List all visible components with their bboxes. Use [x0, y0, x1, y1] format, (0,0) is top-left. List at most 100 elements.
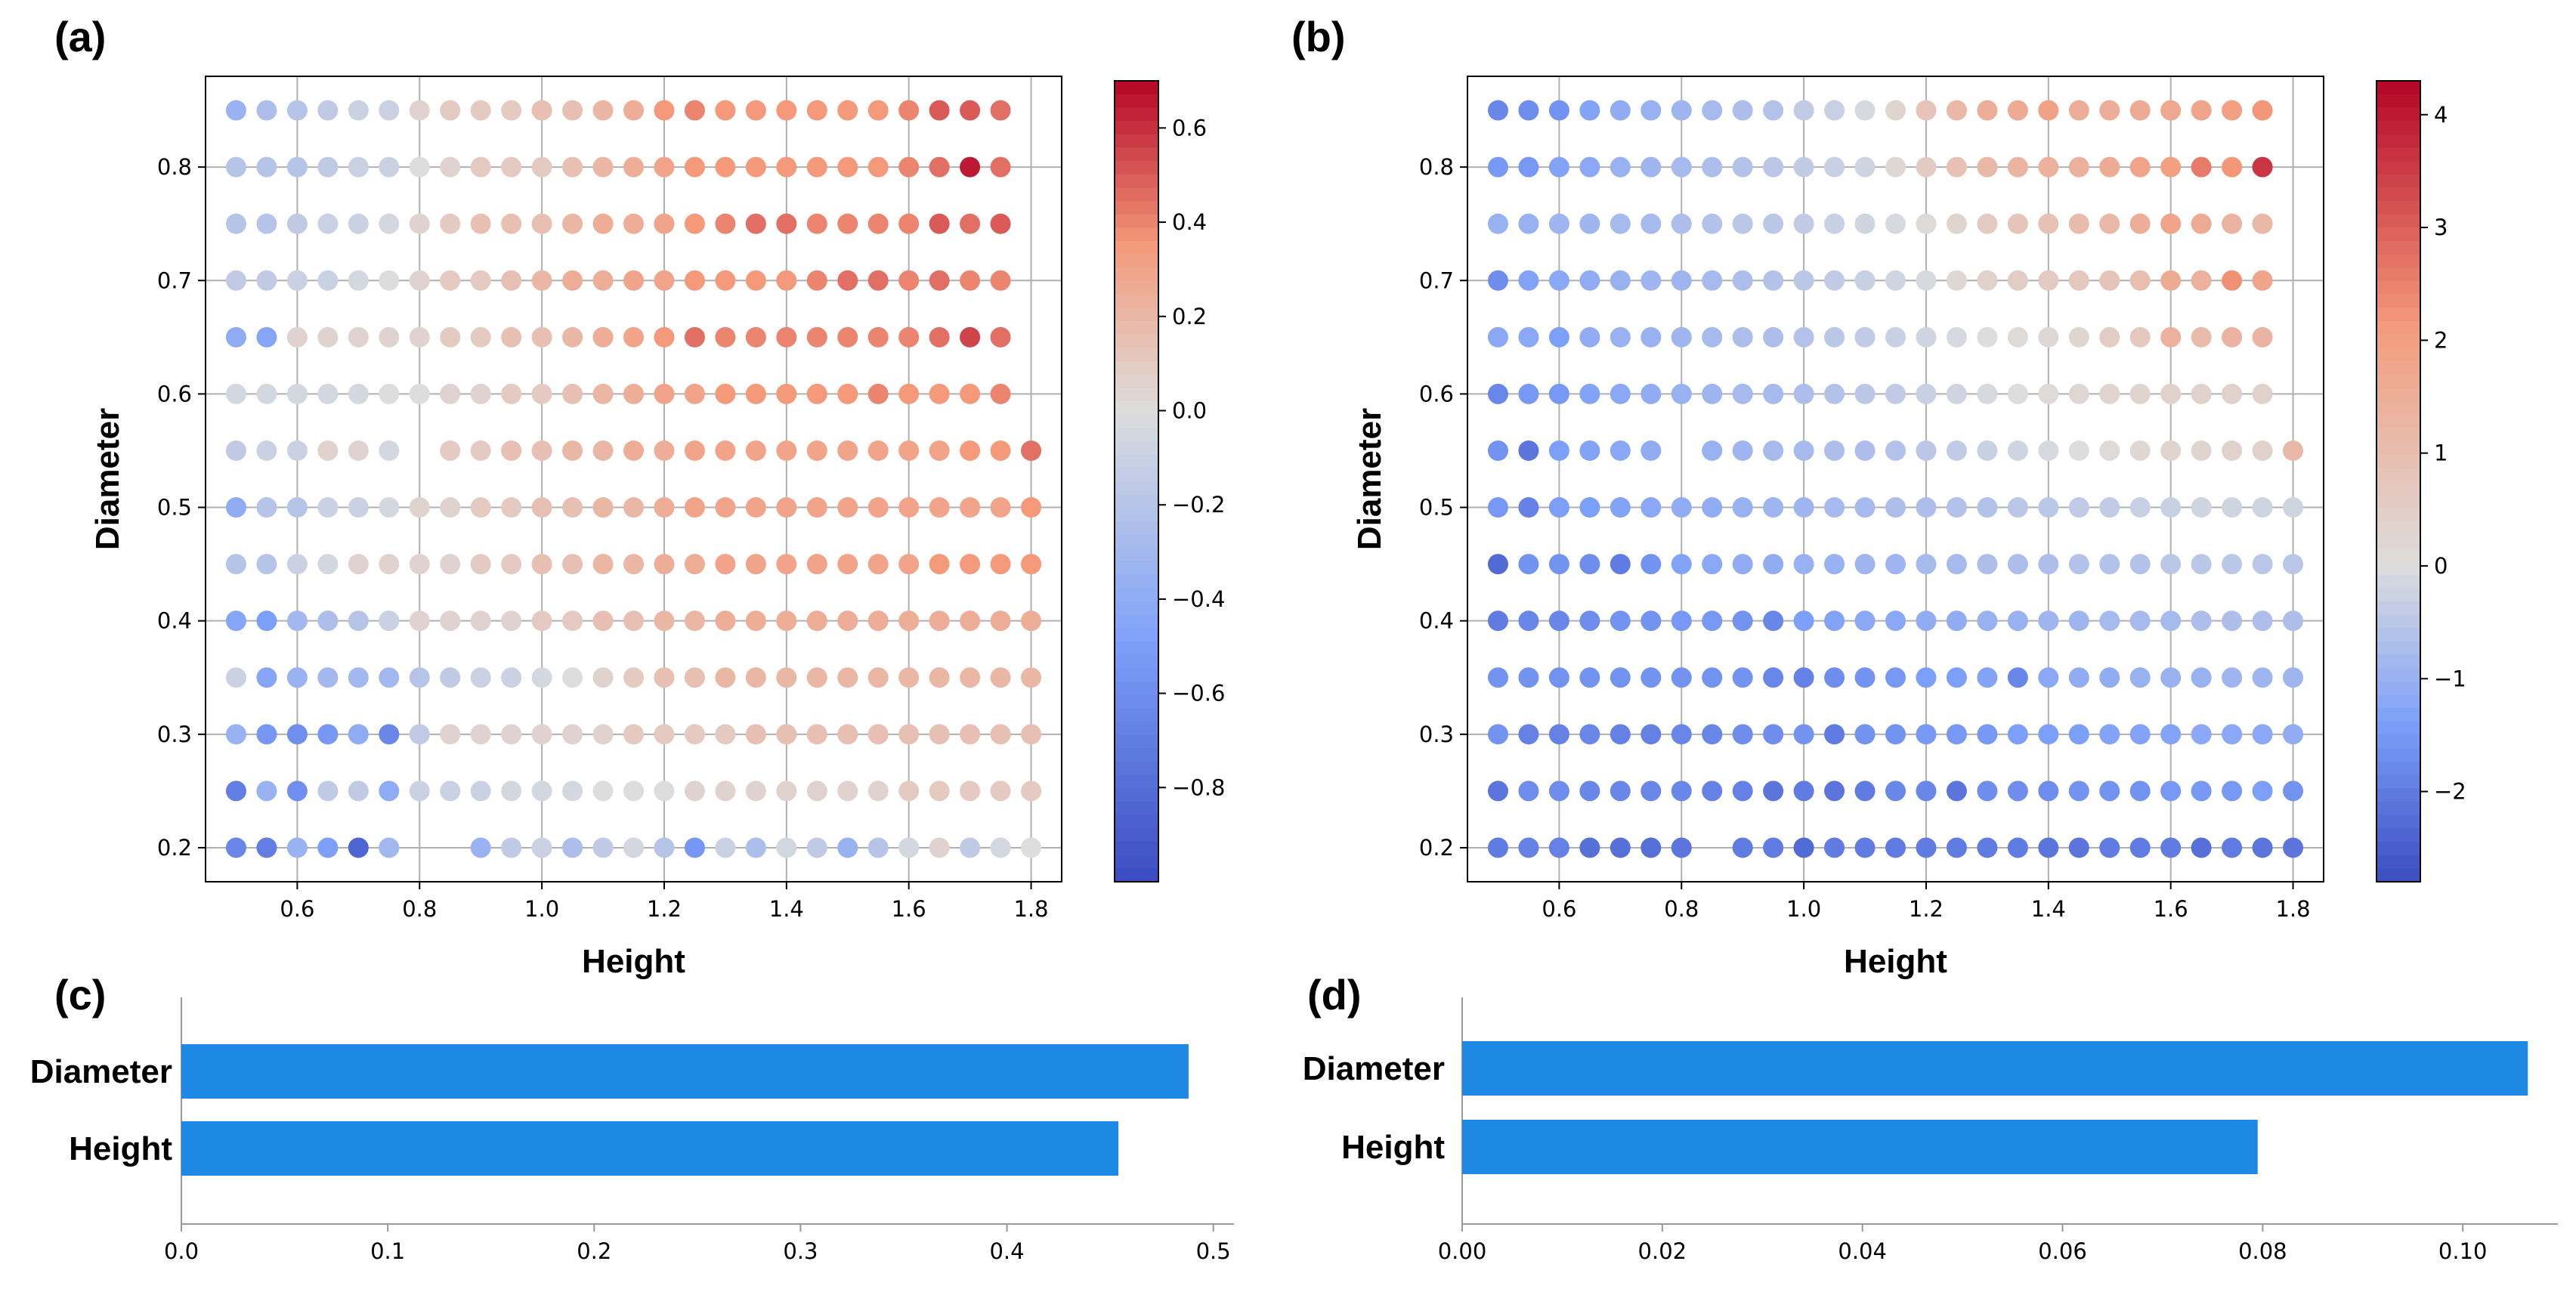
colorbar-segment — [2377, 147, 2420, 162]
colorbar-segment — [1115, 414, 1158, 429]
data-point — [1885, 440, 1906, 461]
data-point — [2222, 610, 2243, 632]
data-point — [654, 213, 675, 234]
data-point — [2283, 554, 2304, 575]
data-point — [654, 724, 675, 745]
data-point — [867, 781, 889, 802]
data-point — [531, 100, 552, 121]
data-point — [623, 554, 644, 575]
data-point — [1518, 383, 1539, 404]
data-point — [317, 383, 339, 404]
data-point — [776, 326, 797, 348]
data-point — [2007, 837, 2028, 858]
bar-x-tick-label: 0.4 — [989, 1238, 1024, 1264]
data-point — [1487, 440, 1508, 461]
data-point — [1610, 610, 1631, 632]
data-point — [1641, 270, 1662, 291]
data-point — [592, 724, 614, 745]
data-point — [929, 213, 950, 234]
data-point — [225, 326, 246, 348]
ticks-a: 0.6 0.8 1.0 1.2 1.4 1.6 1.8 0.2 0.3 0.4 0.5 0.6 0.7 0… — [157, 154, 1049, 922]
data-point — [684, 383, 705, 404]
colorbar-segment — [1115, 81, 1158, 95]
colorbar-segment — [1115, 481, 1158, 496]
data-point — [2007, 667, 2028, 688]
data-point — [1579, 497, 1600, 518]
data-point — [1763, 610, 1784, 632]
data-point — [379, 610, 400, 632]
data-point — [348, 213, 369, 234]
data-point — [225, 213, 246, 234]
y-tick-label: 0.3 — [1419, 722, 1454, 747]
data-point — [2160, 554, 2182, 575]
data-point — [2007, 497, 2028, 518]
data-point — [1793, 100, 1814, 121]
data-point — [837, 270, 858, 291]
data-point — [867, 383, 889, 404]
data-point — [898, 837, 920, 858]
data-point — [1824, 100, 1845, 121]
bar-chart-c: Diameter Height 0.0 0.1 0.2 0.3 0.4 0.5 — [30, 997, 1234, 1264]
data-point — [1885, 326, 1906, 348]
data-point — [1548, 213, 1569, 234]
data-point — [837, 667, 858, 688]
data-point — [1793, 610, 1814, 632]
data-point — [317, 326, 339, 348]
colorbar-segment — [1115, 401, 1158, 416]
colorbar-segment — [1115, 441, 1158, 456]
colorbar-frame — [1114, 80, 1159, 883]
data-point — [2222, 383, 2243, 404]
data-point — [348, 724, 369, 745]
colorbar-segment — [2377, 855, 2420, 870]
data-point — [2160, 440, 2182, 461]
data-point — [440, 440, 461, 461]
data-point — [379, 667, 400, 688]
data-point — [1487, 724, 1508, 745]
colorbar-segment — [1115, 241, 1158, 255]
colorbar-segment — [1115, 294, 1158, 309]
data-point — [745, 554, 766, 575]
bar-x-tick-label: 0.10 — [2438, 1238, 2488, 1264]
bar-x-tick-label: 0.04 — [1838, 1238, 1887, 1264]
colorbar-tick-label: 0.4 — [1172, 209, 1207, 235]
y-tick-label: 0.8 — [1419, 154, 1454, 180]
data-point — [1641, 213, 1662, 234]
data-point — [2068, 383, 2089, 404]
colorbar-segment — [1115, 762, 1158, 776]
data-point — [898, 724, 920, 745]
data-point — [1641, 383, 1662, 404]
data-point — [1854, 100, 1876, 121]
colorbar-segment — [1115, 654, 1158, 669]
data-point — [806, 100, 827, 121]
data-point — [1793, 440, 1814, 461]
data-point — [837, 440, 858, 461]
data-point — [1518, 156, 1539, 178]
data-point — [776, 554, 797, 575]
colorbar-segment — [2377, 321, 2420, 335]
data-point — [2160, 724, 2182, 745]
data-point — [531, 610, 552, 632]
data-point — [2222, 724, 2243, 745]
data-point — [684, 837, 705, 858]
data-point — [684, 781, 705, 802]
data-point — [1518, 724, 1539, 745]
data-point — [929, 610, 950, 632]
data-point — [592, 156, 614, 178]
colorbar-segment — [1115, 361, 1158, 376]
data-point — [2222, 440, 2243, 461]
data-point — [2160, 326, 2182, 348]
data-point — [990, 440, 1011, 461]
data-point — [1854, 383, 1876, 404]
data-point — [776, 667, 797, 688]
data-point — [1641, 440, 1662, 461]
data-point — [531, 326, 552, 348]
data-point — [2129, 326, 2151, 348]
data-point — [837, 213, 858, 234]
bar-x-tick-label: 0.00 — [1438, 1238, 1487, 1264]
data-point — [745, 610, 766, 632]
data-point — [654, 270, 675, 291]
data-point — [1763, 270, 1784, 291]
x-tick-label: 1.4 — [2031, 896, 2066, 922]
data-point — [1854, 440, 1876, 461]
data-point — [776, 270, 797, 291]
